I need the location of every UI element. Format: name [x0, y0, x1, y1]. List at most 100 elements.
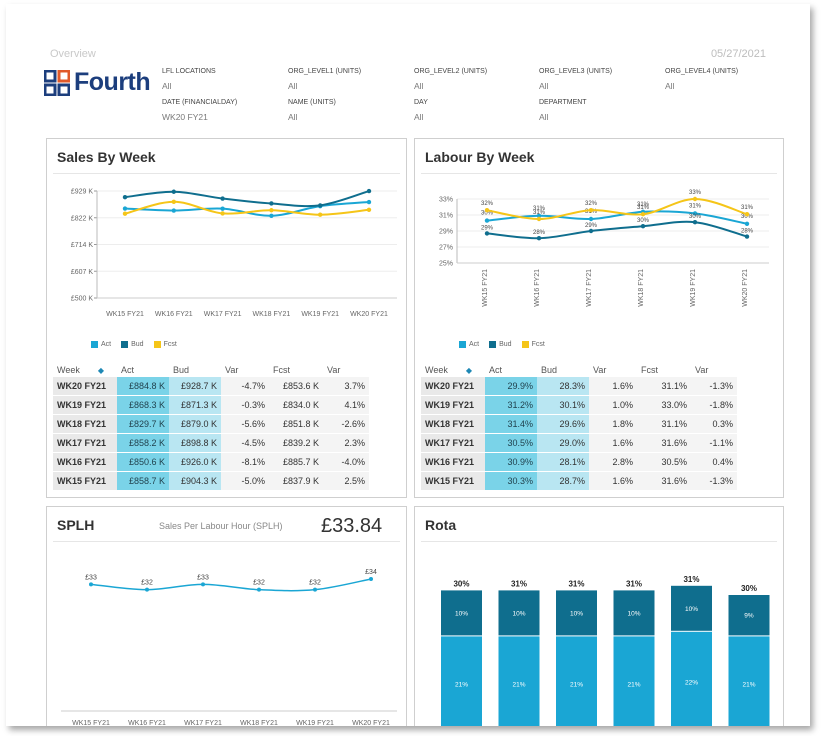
data-label: 31% — [741, 205, 754, 211]
legend-item-fcst[interactable]: Fcst — [153, 341, 177, 348]
cell-fcst: £839.2 K — [269, 433, 323, 453]
column-header-var[interactable]: Var — [593, 365, 607, 375]
column-header-var[interactable]: Var — [695, 365, 709, 375]
table-row[interactable]: WK17 FY21 £858.2 K £898.8 K -4.5% £839.2 K 2.… — [53, 433, 369, 453]
cell-var-fcst: 2.3% — [323, 433, 369, 453]
column-header-week[interactable]: Week ◆ — [57, 365, 104, 375]
legend-item-act[interactable]: Act — [459, 341, 479, 348]
data-label: 30% — [637, 218, 650, 224]
data-point — [640, 212, 646, 217]
x-tick-label: WK16 FY21 — [155, 311, 193, 318]
y-tick-label: £929 K — [71, 189, 94, 196]
table-row[interactable]: WK15 FY21 30.3% 28.7% 1.6% 31.6% -1.3% — [421, 471, 737, 491]
filter-day[interactable]: DAY All — [414, 99, 428, 122]
table-row[interactable]: WK19 FY21 31.2% 30.1% 1.0% 33.0% -1.8% — [421, 395, 737, 415]
cell-bud: £898.8 K — [169, 433, 221, 453]
bar-segment-label: 21% — [742, 682, 755, 689]
legend-item-fcst[interactable]: Fcst — [521, 341, 545, 348]
splh-card: SPLH Sales Per Labour Hour (SPLH) £33.84… — [46, 506, 407, 726]
filter-label: LFL LOCATIONS — [162, 68, 216, 75]
filter-label: ORG_LEVEL4 (UNITS) — [665, 68, 739, 75]
data-point — [145, 587, 149, 592]
filter-org-level3[interactable]: ORG_LEVEL3 (UNITS) All — [539, 68, 612, 91]
series-line-bud — [486, 220, 748, 240]
column-header-act[interactable]: Act — [121, 365, 135, 375]
data-label: £33 — [85, 574, 97, 581]
filter-org-level2[interactable]: ORG_LEVEL2 (UNITS) All — [414, 68, 487, 91]
x-tick-label: WK19 FY21 — [296, 720, 334, 726]
data-point — [366, 188, 372, 194]
data-label: 29% — [481, 225, 494, 231]
filter-date[interactable]: DATE (FINANCIALDAY) WK20 FY21 — [162, 99, 237, 122]
filter-org-level4[interactable]: ORG_LEVEL4 (UNITS) All — [665, 68, 738, 91]
filter-department[interactable]: DEPARTMENT All — [539, 99, 587, 122]
table-row[interactable]: WK18 FY21 31.4% 29.6% 1.8% 31.1% 0.3% — [421, 414, 737, 434]
series-line-bud — [124, 190, 370, 208]
data-label: 33% — [689, 190, 702, 196]
table-row[interactable]: WK16 FY21 £850.6 K £926.0 K -8.1% £885.7 K -4… — [53, 452, 369, 472]
filter-lfl-locations[interactable]: LFL LOCATIONS All — [162, 68, 216, 91]
cell-bud: £928.7 K — [169, 377, 221, 396]
cell-var-fcst: -4.0% — [323, 452, 369, 472]
data-point — [122, 211, 128, 216]
column-header-bud[interactable]: Bud — [541, 365, 558, 375]
bar-total-label: 30% — [453, 579, 469, 588]
column-header-week[interactable]: Week ◆ — [425, 365, 472, 375]
report-date: 05/27/2021 — [710, 48, 766, 60]
filter-name-units[interactable]: NAME (UNITS) All — [288, 99, 336, 122]
column-header-fcst[interactable]: Fcst — [273, 365, 290, 375]
cell-bud: 29.6% — [537, 414, 589, 434]
column-header-bud[interactable]: Bud — [173, 365, 190, 375]
card-title: SPLH — [57, 517, 95, 533]
column-header-act[interactable]: Act — [489, 365, 503, 375]
data-label: 31% — [689, 203, 702, 209]
cell-bud: 30.1% — [537, 395, 589, 415]
labour-legend: Act Bud Fcst — [459, 341, 545, 348]
table-row[interactable]: WK15 FY21 £858.7 K £904.3 K -5.0% £837.9 K 2.… — [53, 471, 369, 491]
data-label: 32% — [481, 201, 494, 207]
filter-label: DAY — [414, 99, 428, 106]
data-point — [122, 206, 128, 211]
data-label: 31% — [637, 202, 650, 208]
cell-var-bud: 1.6% — [589, 377, 637, 396]
data-label: 31% — [533, 206, 546, 212]
data-point — [171, 208, 176, 213]
filter-value: All — [162, 81, 172, 91]
bar-segment-label: 22% — [685, 679, 698, 686]
bar-segment-lower — [671, 631, 712, 726]
cell-fcst: £837.9 K — [269, 471, 323, 491]
cell-fcst: 31.1% — [637, 414, 691, 434]
x-tick-label: WK17 FY21 — [204, 311, 242, 318]
table-row[interactable]: WK17 FY21 30.5% 29.0% 1.6% 31.6% -1.1% — [421, 433, 737, 453]
cell-act: 31.2% — [485, 395, 537, 415]
data-point — [369, 577, 373, 581]
bar-segment-lower — [556, 636, 597, 726]
table-row[interactable]: WK18 FY21 £829.7 K £879.0 K -5.6% £851.8 K -2… — [53, 414, 369, 434]
legend-item-act[interactable]: Act — [91, 341, 111, 348]
table-row[interactable]: WK16 FY21 30.9% 28.1% 2.8% 30.5% 0.4% — [421, 452, 737, 472]
data-point — [588, 208, 594, 213]
filter-org-level1[interactable]: ORG_LEVEL1 (UNITS) All — [288, 68, 361, 91]
x-tick-label: WK19 FY21 — [690, 269, 697, 307]
bar-total-label: 31% — [683, 575, 699, 584]
rota-card: Rota 21% 10% 30% 21% 10% 31% 21% 10% 31% 21% 10% 31… — [414, 506, 784, 726]
data-label: 32% — [585, 201, 598, 207]
column-header-var[interactable]: Var — [225, 365, 239, 375]
divider — [421, 173, 777, 174]
data-label: £33 — [197, 574, 209, 581]
x-tick-label: WK18 FY21 — [240, 720, 278, 726]
column-header-fcst[interactable]: Fcst — [641, 365, 658, 375]
table-row[interactable]: WK19 FY21 £868.3 K £871.3 K -0.3% £834.0 K 4.… — [53, 395, 369, 415]
legend-item-bud[interactable]: Bud — [121, 341, 144, 348]
data-point — [588, 216, 594, 222]
fourth-logo-icon — [44, 69, 70, 96]
bar-segment-upper — [441, 590, 482, 636]
y-tick-label: 27% — [439, 245, 453, 252]
table-row[interactable]: WK20 FY21 £884.8 K £928.7 K -4.7% £853.6 K 3.… — [53, 377, 369, 396]
cell-var-bud: -8.1% — [221, 452, 269, 472]
table-row[interactable]: WK20 FY21 29.9% 28.3% 1.6% 31.1% -1.3% — [421, 377, 737, 396]
data-point — [744, 234, 750, 239]
legend-item-bud[interactable]: Bud — [489, 341, 512, 348]
sales-table: Week ◆ Act Bud Var Fcst Var WK20 FY21 £884… — [53, 363, 369, 491]
column-header-var[interactable]: Var — [327, 365, 341, 375]
